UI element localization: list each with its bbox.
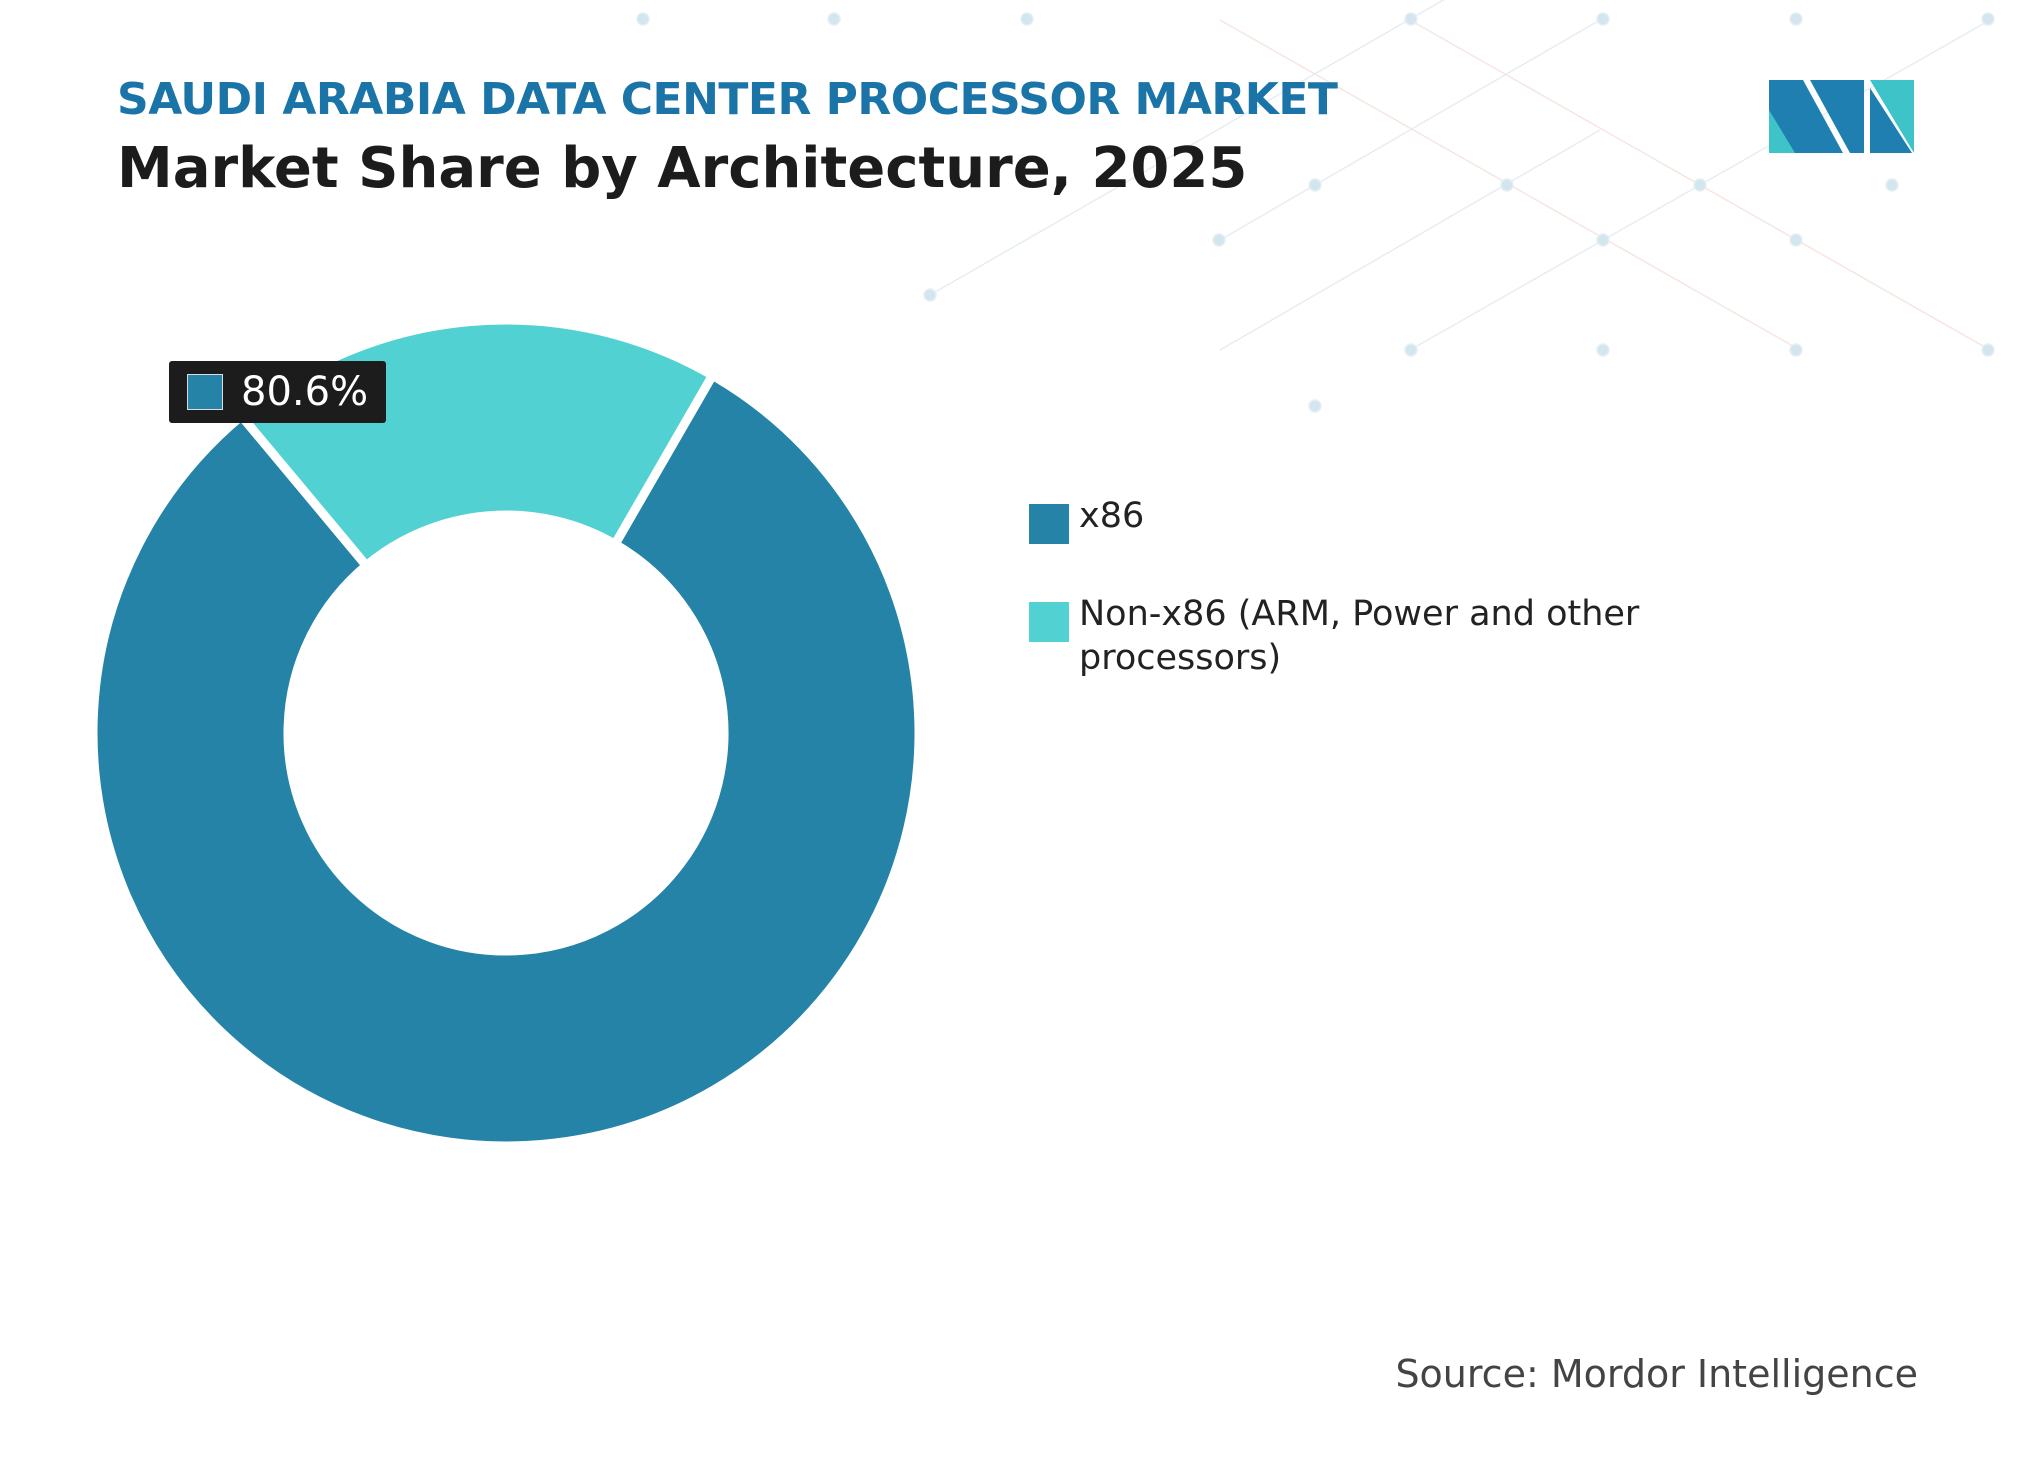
pattern-dot bbox=[1212, 233, 1226, 247]
background-pattern bbox=[636, 0, 1995, 413]
value-label-swatch bbox=[187, 374, 223, 410]
pattern-line bbox=[929, 0, 1445, 296]
pattern-dot bbox=[1789, 343, 1803, 357]
pattern-dot bbox=[1596, 12, 1610, 26]
pattern-dot bbox=[1981, 12, 1995, 26]
logo-shape bbox=[1769, 80, 1843, 153]
pattern-dot bbox=[1020, 12, 1034, 26]
chart-subtitle: Market Share by Architecture, 2025 bbox=[117, 136, 1248, 201]
legend: x86 Non-x86 (ARM, Power and other process… bbox=[1029, 494, 1709, 728]
source: Source: Mordor Intelligence bbox=[1395, 1352, 1918, 1396]
legend-swatch bbox=[1029, 602, 1069, 642]
legend-item: Non-x86 (ARM, Power and other processors… bbox=[1029, 592, 1709, 680]
value-label-text: 80.6% bbox=[241, 369, 369, 415]
logo-shape bbox=[1769, 110, 1795, 153]
pattern-dot bbox=[1981, 343, 1995, 357]
pattern-dot bbox=[1308, 399, 1322, 413]
pattern-dot bbox=[1308, 178, 1322, 192]
chart-title: SAUDI ARABIA DATA CENTER PROCESSOR MARKE… bbox=[117, 74, 1338, 125]
legend-item: x86 bbox=[1029, 494, 1709, 544]
pattern-dot bbox=[1885, 178, 1899, 192]
pie-slice bbox=[88, 369, 924, 1151]
pattern-dot bbox=[1789, 233, 1803, 247]
pattern-dot bbox=[1596, 343, 1610, 357]
legend-label: x86 bbox=[1079, 496, 1145, 536]
value-label: 80.6% bbox=[169, 361, 387, 423]
legend-label: Non-x86 (ARM, Power and other processors… bbox=[1079, 594, 1640, 678]
logo-shape bbox=[1810, 80, 1864, 153]
legend-swatch bbox=[1029, 504, 1069, 544]
pattern-dot bbox=[1404, 343, 1418, 357]
logo-shape bbox=[1870, 80, 1914, 153]
pattern-line bbox=[1219, 19, 1601, 241]
logo bbox=[1769, 80, 1914, 153]
logo-shape bbox=[1870, 88, 1912, 153]
pattern-dot bbox=[1693, 178, 1707, 192]
pattern-dot bbox=[1404, 12, 1418, 26]
pattern-dot bbox=[1596, 233, 1610, 247]
pattern-dot bbox=[923, 288, 937, 302]
pattern-dot bbox=[636, 12, 650, 26]
pattern-line bbox=[1219, 129, 1601, 351]
pattern-dot bbox=[827, 12, 841, 26]
pattern-dot bbox=[1500, 178, 1514, 192]
pattern-dot bbox=[1789, 12, 1803, 26]
